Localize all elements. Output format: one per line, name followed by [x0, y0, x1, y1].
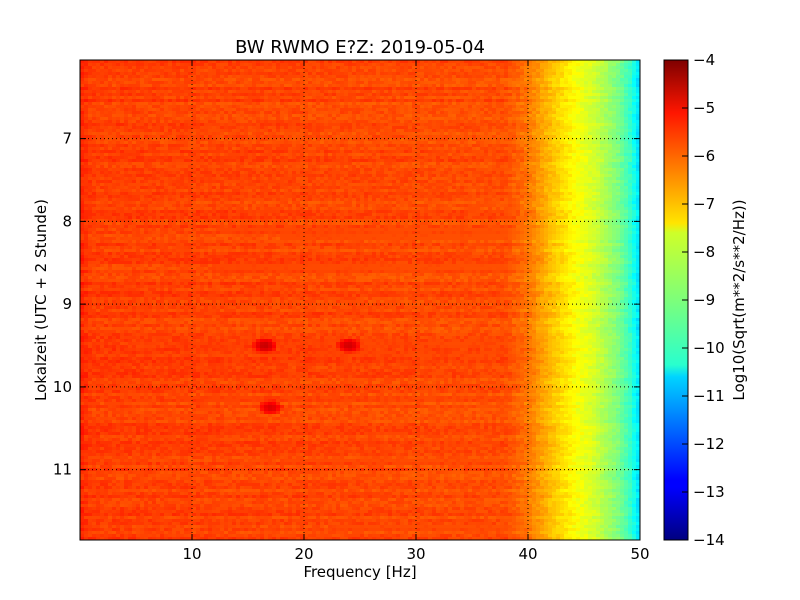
colorbar-tick-label: −13 — [693, 483, 725, 501]
x-tick-label: 10 — [182, 545, 201, 563]
colorbar: −4 −5 −6 −7 −8 −9 −10 −11 −12 −13 −14 Log10(Sqrt(m… — [663, 51, 748, 549]
spectrogram-heatmap — [80, 60, 640, 540]
colorbar-tick-label: −9 — [693, 291, 715, 309]
plot-frame — [79, 59, 641, 541]
colorbar-tick-label: −6 — [693, 147, 715, 165]
colorbar-tick-label: −7 — [693, 195, 715, 213]
colorbar-tick-label: −11 — [693, 387, 725, 405]
y-tick-label: 8 — [62, 212, 72, 230]
x-axis: 10 20 30 40 50 — [182, 60, 650, 563]
x-tick-label: 30 — [406, 545, 425, 563]
colorbar-tick-label: −10 — [693, 339, 725, 357]
y-axis-label: Lokalzeit (UTC + 2 Stunde) — [32, 199, 50, 401]
colorbar-ticks: −4 −5 −6 −7 −8 −9 −10 −11 −12 −13 −14 — [682, 51, 725, 549]
chart-title: BW RWMO E?Z: 2019-05-04 — [235, 37, 485, 58]
colorbar-tick-label: −14 — [693, 531, 725, 549]
grid-lines — [80, 60, 640, 540]
x-tick-label: 40 — [518, 545, 537, 563]
colorbar-tick-label: −12 — [693, 435, 725, 453]
y-tick-label: 9 — [62, 295, 72, 313]
plot-area: 10 20 30 40 50 7 8 9 10 11 — [53, 59, 650, 563]
colorbar-tick-label: −4 — [693, 51, 715, 69]
y-tick-label: 11 — [53, 461, 72, 479]
colorbar-label: Log10(Sqrt(m**2/s**2/Hz)) — [730, 199, 748, 400]
y-tick-label: 10 — [53, 378, 72, 396]
colorbar-tick-label: −5 — [693, 99, 715, 117]
y-axis: 7 8 9 10 11 — [53, 130, 640, 479]
x-axis-label: Frequency [Hz] — [303, 563, 416, 581]
x-tick-label: 50 — [630, 545, 649, 563]
colorbar-tick-label: −8 — [693, 243, 715, 261]
x-tick-label: 20 — [294, 545, 313, 563]
y-tick-label: 7 — [62, 130, 72, 148]
